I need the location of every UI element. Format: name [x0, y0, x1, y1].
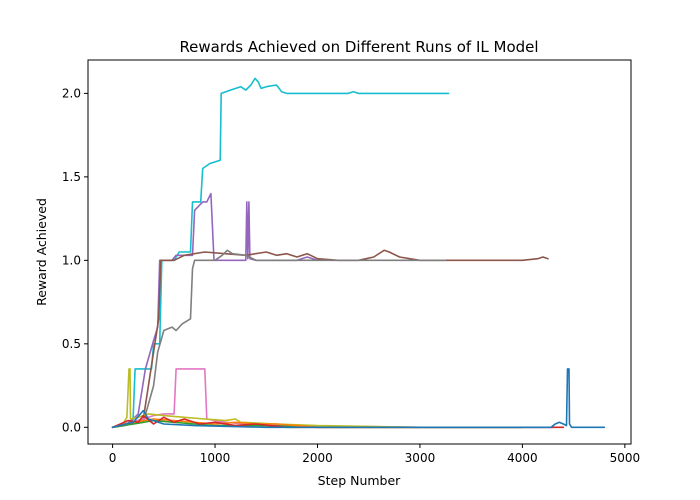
- series-line-2: [111, 192, 319, 429]
- y-axis-ticks: 0.0 0.5 1.0 1.5 2.0: [62, 86, 88, 434]
- y-tick-label: 0.5: [62, 337, 81, 351]
- series-layer: [111, 77, 606, 429]
- chart-title: Rewards Achieved on Different Runs of IL…: [179, 38, 538, 56]
- series-line-4: [111, 249, 447, 429]
- y-tick-label: 1.5: [62, 170, 81, 184]
- series-line-5: [111, 368, 554, 429]
- y-tick-label: 1.0: [62, 253, 81, 267]
- x-axis-label: Step Number: [318, 473, 402, 488]
- y-axis-label: Reward Achieved: [34, 198, 49, 306]
- x-tick-label: 0: [109, 451, 117, 465]
- series-line-3: [111, 249, 549, 429]
- y-tick-label: 2.0: [62, 86, 81, 100]
- plot-frame: [87, 59, 632, 445]
- x-tick-label: 3000: [405, 451, 436, 465]
- series-line-10: [111, 368, 606, 429]
- series-line-1: [111, 77, 450, 429]
- x-axis-ticks: 0 1000 2000 3000 4000 5000: [109, 444, 640, 465]
- y-tick-label: 0.0: [62, 420, 81, 434]
- x-tick-label: 2000: [302, 451, 333, 465]
- x-tick-label: 4000: [507, 451, 538, 465]
- x-tick-label: 5000: [610, 451, 641, 465]
- x-tick-label: 1000: [200, 451, 231, 465]
